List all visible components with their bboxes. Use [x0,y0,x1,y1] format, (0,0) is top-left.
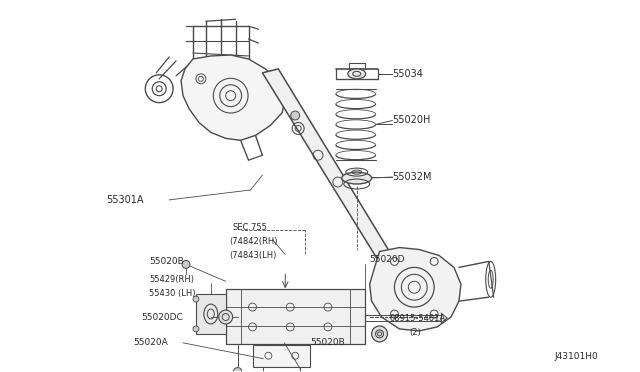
Ellipse shape [342,172,372,184]
Ellipse shape [234,368,241,372]
Polygon shape [370,247,461,331]
Polygon shape [196,294,226,334]
Ellipse shape [291,111,300,120]
Ellipse shape [219,310,233,324]
Text: 55301A: 55301A [107,195,144,205]
Text: 55020B: 55020B [310,338,345,347]
Text: 55020A: 55020A [133,338,168,347]
Polygon shape [181,55,285,140]
Ellipse shape [193,326,199,332]
Text: 08915-5401A: 08915-5401A [390,314,445,324]
Text: SEC.755: SEC.755 [233,223,268,232]
Text: 55034: 55034 [392,69,423,79]
Text: J43101H0: J43101H0 [554,352,598,361]
Ellipse shape [348,69,365,79]
Text: 55430 (LH): 55430 (LH) [149,289,196,298]
Text: (74843(LH): (74843(LH) [230,251,277,260]
Text: 55429(RH): 55429(RH) [149,275,195,284]
Polygon shape [226,289,365,344]
Polygon shape [262,69,390,259]
Polygon shape [378,251,410,293]
Text: (74842(RH): (74842(RH) [230,237,278,246]
Ellipse shape [372,326,387,342]
Ellipse shape [193,296,199,302]
Text: (2): (2) [410,328,421,337]
Text: 55032M: 55032M [392,172,432,182]
Ellipse shape [182,260,190,268]
Text: 55020D: 55020D [370,255,405,264]
Text: 55020DC: 55020DC [141,312,183,321]
Text: 55020B: 55020B [149,257,184,266]
Text: 55020H: 55020H [392,115,431,125]
Polygon shape [253,345,310,367]
